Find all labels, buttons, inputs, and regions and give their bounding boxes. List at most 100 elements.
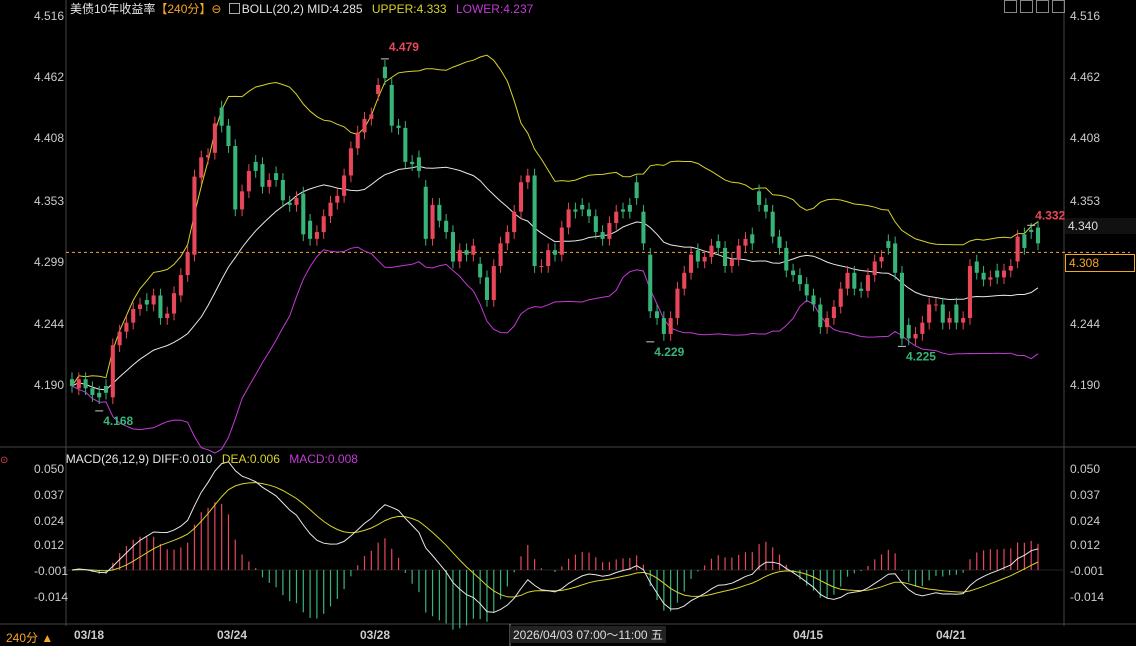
macd-axis-label-right: -0.014 [1070, 590, 1105, 604]
menu-icon[interactable] [1052, 0, 1065, 13]
candle-body [757, 191, 762, 205]
extreme-label: 4.479 [389, 40, 419, 54]
candle-body [355, 132, 360, 149]
symbol-name: 美债10年收益率 [70, 2, 156, 16]
candle-body [491, 266, 496, 300]
expand-icon[interactable] [1036, 0, 1049, 13]
candle-body [525, 175, 530, 183]
candle-body [185, 252, 190, 276]
candle-body [552, 250, 558, 255]
candle-body [1022, 234, 1027, 248]
indicator-icon[interactable] [228, 3, 240, 14]
toggle-icon[interactable]: ⊖ [211, 2, 222, 16]
candle-body [1029, 229, 1034, 233]
candle-body [69, 379, 75, 386]
candle-body [478, 263, 483, 278]
candle-body [423, 186, 428, 239]
candle-body [546, 250, 551, 267]
candle-body [158, 295, 163, 319]
price-axis-label-left: 4.408 [34, 131, 65, 146]
candle-body [212, 123, 217, 153]
candle-body [124, 322, 129, 332]
candle-body [600, 232, 605, 239]
price-axis-label-left: 4.516 [34, 9, 65, 23]
boll-upper-line [71, 54, 1039, 387]
candle-body [505, 232, 510, 244]
boll-label: BOLL(20,2) [241, 2, 304, 16]
candle-body [675, 288, 680, 319]
candle-body [403, 127, 408, 162]
candle-body [294, 198, 299, 205]
macd-axis-label-left: 0.037 [34, 488, 65, 502]
candle-body [117, 331, 122, 346]
candle-body [199, 157, 204, 178]
candle-body [988, 277, 993, 280]
candle-body [865, 275, 870, 291]
candle-body [967, 266, 973, 319]
candle-body [716, 241, 721, 248]
candle-body [396, 125, 401, 128]
candle-body [328, 202, 333, 217]
date-axis-label: 03/24 [217, 628, 248, 642]
crosshair-icon[interactable] [1020, 0, 1033, 13]
extreme-label: 4.332 [1035, 208, 1065, 222]
price-axis-label-right: 4.190 [1070, 378, 1101, 392]
candle-body [770, 211, 775, 237]
candle-body [566, 209, 571, 228]
candle-body [893, 243, 898, 273]
candle-body [899, 272, 904, 339]
candle-body [97, 392, 102, 398]
candle-body [314, 232, 319, 239]
period-badge[interactable]: 【240分】 [155, 2, 212, 16]
candle-body [172, 293, 177, 314]
candle-body [695, 250, 700, 262]
macd-value-label: MACD:0.008 [289, 452, 358, 466]
candle-body [641, 211, 646, 244]
crosshair-icon[interactable] [1004, 0, 1017, 13]
candle-body [886, 241, 891, 248]
period-selector[interactable]: 240分 ▲ [6, 631, 54, 645]
candle-body [634, 182, 639, 199]
candle-body [586, 209, 592, 217]
candle-body [137, 304, 143, 310]
macd-axis-label-right: 0.024 [1070, 514, 1101, 528]
upper-label: UPPER:4.333 [371, 2, 447, 16]
lower-label: LOWER:4.237 [455, 2, 534, 16]
candle-body [484, 277, 490, 300]
candle-body [791, 270, 796, 276]
candle-body [410, 161, 415, 165]
candle-body [206, 155, 211, 158]
candle-body [362, 118, 367, 133]
candle-body [825, 318, 830, 328]
candle-body [376, 84, 381, 94]
candle-body [682, 272, 687, 289]
candle-body [1015, 236, 1020, 262]
candle-body [580, 204, 585, 210]
high-price-tag: 4.340 [1065, 218, 1136, 234]
candle-body [76, 379, 81, 389]
settings-icon[interactable]: ⊙ [0, 455, 9, 466]
candle-body [804, 284, 809, 296]
candle-body [280, 179, 285, 201]
extreme-label: 4.229 [654, 345, 684, 359]
candle-body [763, 204, 768, 212]
dea-label: DEA:0.006 [221, 452, 280, 466]
candle-body [750, 234, 755, 244]
candle-body [702, 256, 707, 262]
price-axis-label-left: 4.299 [34, 254, 65, 269]
macd-header: ⊙ MACD(26,12,9) DIFF:0.010 DEA:0.006 MAC… [0, 452, 358, 466]
dea-line [71, 482, 1039, 598]
crosshair-time-label: 2026/04/03 07:00～11:00 五 [510, 626, 666, 643]
candle-body [335, 195, 340, 203]
boll-mid-line [71, 165, 1039, 391]
candle-body [627, 204, 632, 212]
candle-body [661, 318, 666, 334]
candle-body [240, 191, 245, 210]
candle-body [192, 176, 197, 255]
candle-body [233, 146, 238, 210]
candle-body [430, 204, 435, 239]
candle-body [689, 254, 694, 273]
macd-axis-label-left: 0.024 [34, 514, 65, 528]
candle-body [648, 254, 653, 312]
